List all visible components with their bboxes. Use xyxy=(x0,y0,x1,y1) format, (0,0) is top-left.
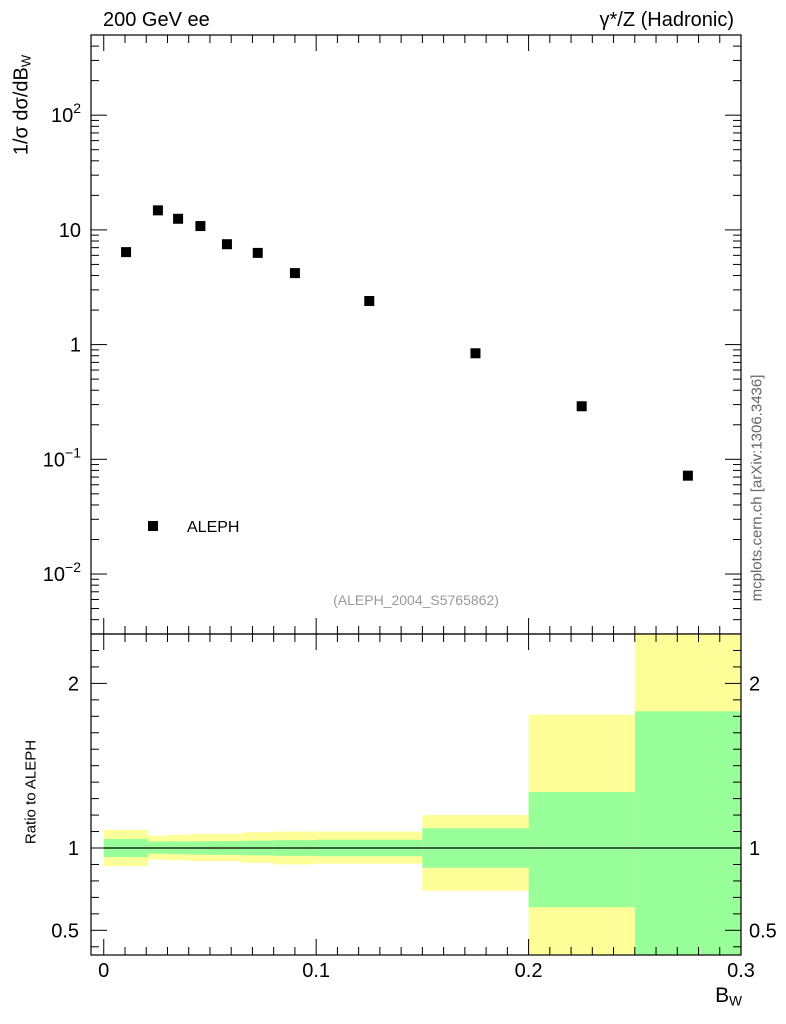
ratio-y-tick-label-left: 1 xyxy=(68,838,79,860)
analysis-reference: (ALEPH_2004_S5765862) xyxy=(333,592,499,608)
x-tick-label: 0 xyxy=(98,960,109,982)
ratio-y-tick-label-left: 2 xyxy=(68,673,79,695)
ratio-y-axis-label: Ratio to ALEPH xyxy=(22,739,40,845)
ratio-y-tick-label-left: 0.5 xyxy=(51,920,79,942)
stat-band-bin xyxy=(528,792,635,908)
main-y-tick-label: 10 xyxy=(59,220,81,242)
data-point xyxy=(173,213,184,224)
main-y-tick-label: 10−1 xyxy=(43,444,81,471)
data-point xyxy=(221,239,232,250)
main-y-tick-base: 10 xyxy=(51,105,73,127)
x-axis-label: BW xyxy=(715,984,742,1008)
main-y-tick-label: 1 xyxy=(70,335,81,357)
ratio-y-tick-label-right: 1 xyxy=(749,838,760,860)
ratio-frame xyxy=(90,633,742,956)
main-frame xyxy=(90,34,742,635)
data-point xyxy=(576,401,587,412)
main-y-axis-label-text: 1/σ dσ/dB xyxy=(10,67,33,156)
main-y-tick-label: 10−2 xyxy=(43,559,81,586)
x-tick-label: 0.3 xyxy=(727,960,755,982)
main-y-tick-base: 10 xyxy=(59,220,81,242)
legend-marker xyxy=(148,521,158,531)
main-y-tick-exp: −1 xyxy=(65,444,81,460)
main-y-tick-exp: −2 xyxy=(65,559,81,575)
main-y-axis-label: 1/σ dσ/dBW xyxy=(10,55,33,155)
x-tick-label: 0.1 xyxy=(302,960,330,982)
main-y-tick-base: 10 xyxy=(43,449,65,471)
ratio-y-tick-label-right: 2 xyxy=(749,673,760,695)
ratio-panel: 0 0.1 0.2 0.3 0.5 0.5 1 1 2 2 xyxy=(51,633,777,982)
stat-band-bin xyxy=(634,711,741,955)
data-point xyxy=(252,247,263,258)
x-axis-label-text: B xyxy=(715,984,730,1007)
data-point xyxy=(289,268,300,279)
x-tick-label: 0.2 xyxy=(515,960,543,982)
data-point xyxy=(121,247,132,258)
main-y-tick-exp: 2 xyxy=(73,100,81,116)
main-y-tick-label: 102 xyxy=(51,100,81,127)
data-point xyxy=(152,205,163,216)
x-axis-label-sub: W xyxy=(729,993,742,1009)
data-point xyxy=(470,348,481,359)
data-point xyxy=(195,221,206,232)
main-y-axis-label-sub: W xyxy=(18,54,34,68)
ratio-y-tick-label-right: 0.5 xyxy=(749,920,777,942)
header-right-label: γ*/Z (Hadronic) xyxy=(599,9,734,31)
main-y-tick-base: 1 xyxy=(70,335,81,357)
header-left-label: 200 GeV ee xyxy=(103,9,210,31)
legend-label: ALEPH xyxy=(187,519,239,536)
data-point xyxy=(682,470,693,481)
data-point xyxy=(364,295,375,306)
main-y-tick-base: 10 xyxy=(43,564,65,586)
source-credit: mcplots.cern.ch [arXiv:1306.3436] xyxy=(748,374,766,602)
